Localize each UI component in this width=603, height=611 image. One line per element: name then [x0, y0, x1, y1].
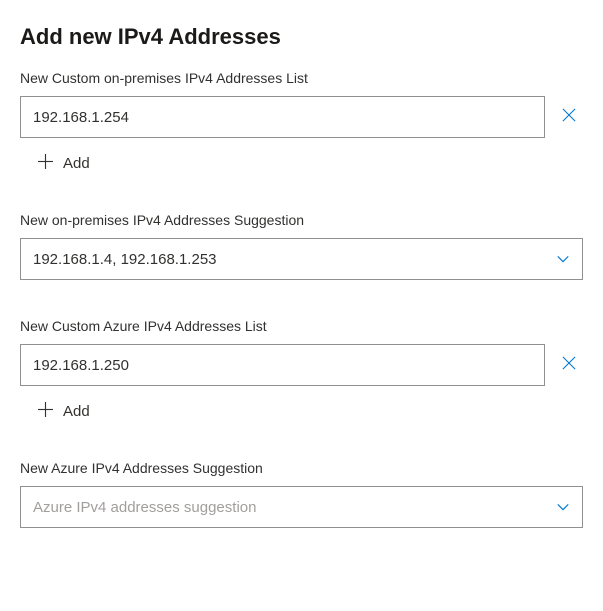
remove-azure-button[interactable] [555, 351, 583, 379]
custom-azure-row [20, 344, 583, 386]
onprem-suggestion-dropdown[interactable]: 192.168.1.4, 192.168.1.253 [20, 238, 583, 280]
page-title: Add new IPv4 Addresses [20, 24, 583, 50]
custom-azure-group: New Custom Azure IPv4 Addresses List Add [20, 318, 583, 422]
azure-suggestion-placeholder: Azure IPv4 addresses suggestion [33, 499, 556, 516]
custom-azure-input[interactable] [20, 344, 545, 386]
add-onprem-label: Add [63, 155, 90, 172]
azure-suggestion-dropdown[interactable]: Azure IPv4 addresses suggestion [20, 486, 583, 528]
close-icon [562, 108, 576, 127]
custom-onprem-group: New Custom on-premises IPv4 Addresses Li… [20, 70, 583, 174]
add-azure-button[interactable]: Add [38, 402, 90, 421]
chevron-down-icon [556, 500, 570, 514]
custom-azure-label: New Custom Azure IPv4 Addresses List [20, 318, 583, 334]
custom-onprem-label: New Custom on-premises IPv4 Addresses Li… [20, 70, 583, 86]
close-icon [562, 356, 576, 375]
remove-onprem-button[interactable] [555, 103, 583, 131]
onprem-suggestion-label: New on-premises IPv4 Addresses Suggestio… [20, 212, 583, 228]
onprem-suggestion-value: 192.168.1.4, 192.168.1.253 [33, 251, 556, 268]
plus-icon [38, 154, 53, 173]
azure-suggestion-label: New Azure IPv4 Addresses Suggestion [20, 460, 583, 476]
custom-onprem-input[interactable] [20, 96, 545, 138]
chevron-down-icon [556, 252, 570, 266]
custom-onprem-row [20, 96, 583, 138]
plus-icon [38, 402, 53, 421]
add-azure-label: Add [63, 403, 90, 420]
onprem-suggestion-group: New on-premises IPv4 Addresses Suggestio… [20, 212, 583, 280]
add-onprem-button[interactable]: Add [38, 154, 90, 173]
azure-suggestion-group: New Azure IPv4 Addresses Suggestion Azur… [20, 460, 583, 528]
